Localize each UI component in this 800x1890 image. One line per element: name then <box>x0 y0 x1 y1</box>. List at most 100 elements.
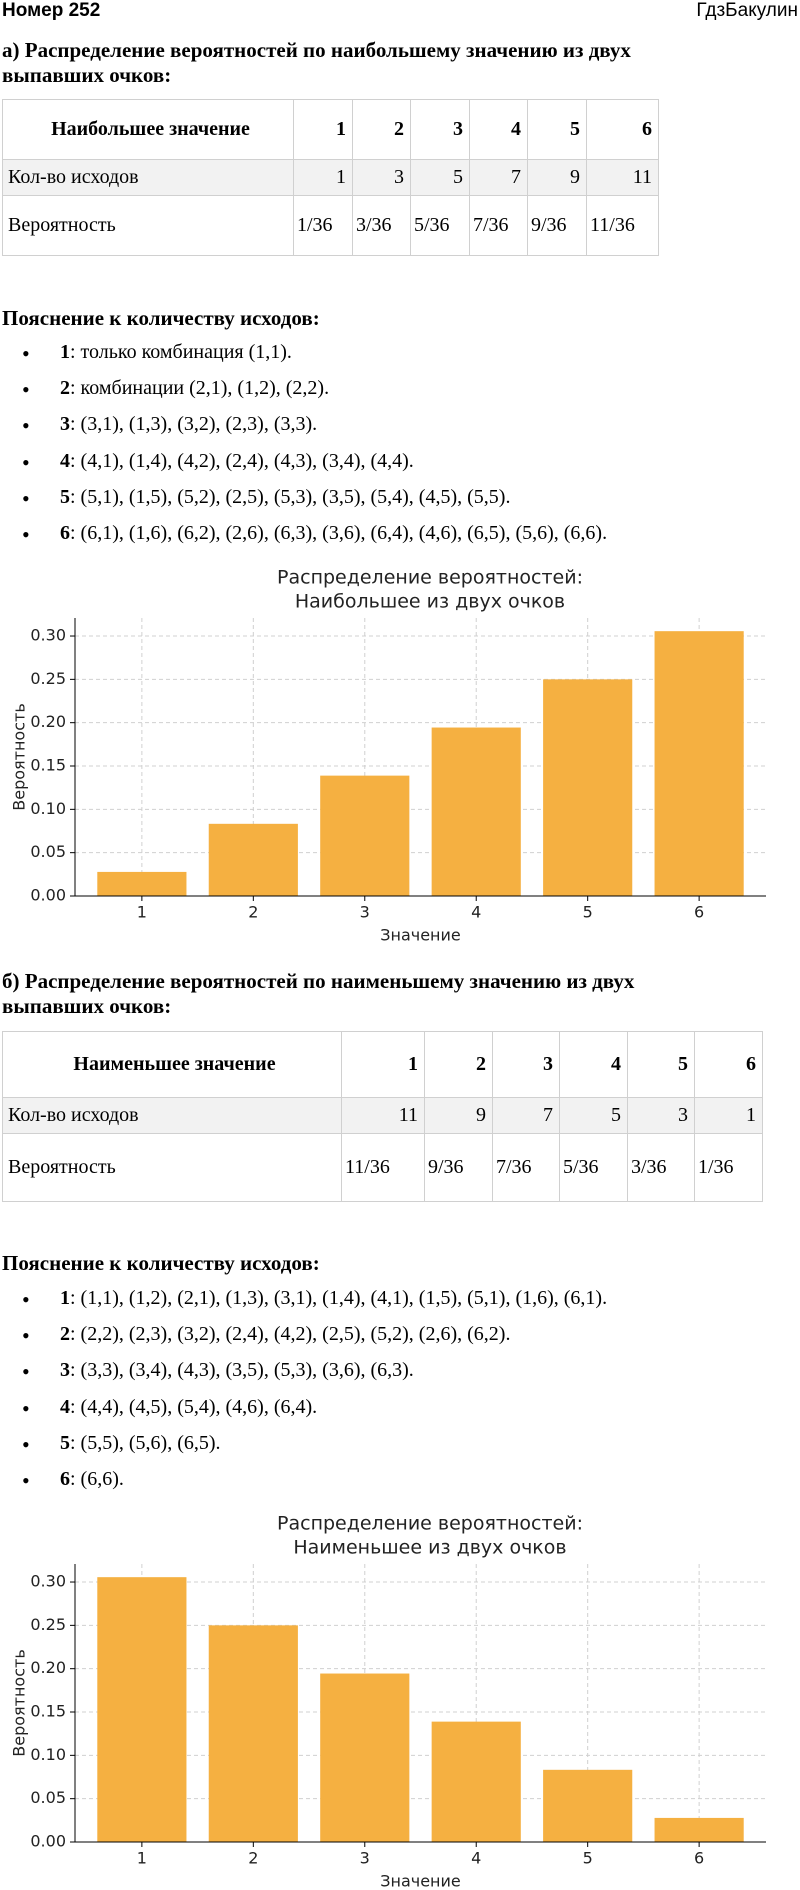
list-item: 3: (3,1), (1,3), (3,2), (2,3), (3,3). <box>60 413 317 436</box>
cell-text: Вероятность <box>8 214 116 236</box>
item-text: : (6,1), (1,6), (6,2), (2,6), (6,3), (3,… <box>70 522 608 544</box>
x-tick-label: 1 <box>137 1849 147 1868</box>
item-text: : (5,1), (1,5), (5,2), (2,5), (5,3), (3,… <box>70 485 511 508</box>
bullet: • <box>22 449 30 475</box>
list-item: 4: (4,1), (1,4), (4,2), (2,4), (4,3), (3… <box>60 450 414 473</box>
cell-text: Наибольшее значение <box>51 118 250 140</box>
cell-text: Вероятность <box>8 1156 116 1178</box>
cell-text: 5 <box>678 1053 688 1075</box>
table-cell: 3/36 <box>352 195 411 256</box>
cell-text: 5 <box>611 1104 621 1126</box>
bar <box>208 823 298 896</box>
table-cell: 3 <box>492 1031 560 1098</box>
y-tick-label: 0.10 <box>30 799 66 818</box>
bar <box>654 1817 744 1842</box>
item-key: 1 <box>60 1287 70 1309</box>
list-item: 2: (2,2), (2,3), (3,2), (2,4), (4,2), (2… <box>60 1323 510 1346</box>
list-item: 1: только комбинация (1,1). <box>60 341 292 364</box>
item-text: : (3,1), (1,3), (3,2), (2,3), (3,3). <box>70 413 318 436</box>
list-item: 2: комбинации (2,1), (1,2), (2,2). <box>60 377 329 400</box>
bullet: • <box>22 1431 30 1457</box>
list-item: 3: (3,3), (3,4), (4,3), (3,5), (5,3), (3… <box>60 1359 414 1382</box>
table-cell: 9/36 <box>527 195 587 256</box>
bullet: • <box>22 485 30 511</box>
item-key: 6 <box>60 522 70 544</box>
y-tick-label: 0.10 <box>30 1745 66 1764</box>
bullet: • <box>22 377 30 403</box>
table-cell: 4 <box>469 99 528 160</box>
section-heading: б) Распределение вероятностей по наимень… <box>2 969 635 993</box>
x-tick-label: 5 <box>583 1849 593 1868</box>
x-tick-label: 6 <box>694 903 704 922</box>
table-cell: 2 <box>424 1031 493 1098</box>
item-key: 3 <box>60 413 70 436</box>
page-title: Номер 252 <box>2 0 101 21</box>
x-tick-label: 1 <box>137 903 147 922</box>
list-item: 6: (6,6). <box>60 1468 124 1491</box>
y-tick-label: 0.15 <box>30 756 66 775</box>
table-cell: 7 <box>492 1097 560 1134</box>
cell-text: 1 <box>336 118 346 140</box>
bar <box>431 1721 521 1842</box>
chart-title: Распределение вероятностей: <box>277 567 583 589</box>
explanation-title: Пояснение к количеству исходов: <box>2 306 320 330</box>
item-key: 3 <box>60 1359 70 1382</box>
cell-text: 7/36 <box>473 214 509 236</box>
table-cell: 7/36 <box>469 195 528 256</box>
table-cell: Наименьшее значение <box>2 1031 342 1098</box>
cell-text: 7 <box>543 1104 553 1126</box>
chart-title: Наименьшее из двух очков <box>293 1537 566 1559</box>
cell-text: Кол-во исходов <box>8 1104 139 1126</box>
x-tick-label: 2 <box>248 1849 258 1868</box>
bar <box>431 727 521 896</box>
item-key: 2 <box>60 1323 70 1346</box>
item-key: 4 <box>60 1395 70 1418</box>
list-item: 4: (4,4), (4,5), (5,4), (4,6), (6,4). <box>60 1396 317 1419</box>
table-cell: 6 <box>586 99 659 160</box>
y-axis-label: Вероятность <box>10 1649 29 1757</box>
table-cell: 9 <box>424 1097 493 1134</box>
y-axis-label: Вероятность <box>10 703 29 811</box>
bar <box>543 1769 633 1842</box>
cell-text: 5/36 <box>563 1156 599 1178</box>
cell-text: 3 <box>678 1104 688 1126</box>
cell-text: 3/36 <box>631 1156 667 1178</box>
item-key: 4 <box>60 449 70 472</box>
table-cell: 1/36 <box>293 195 353 256</box>
list-item: 5: (5,1), (1,5), (5,2), (2,5), (5,3), (3… <box>60 486 510 509</box>
item-text: : только комбинация (1,1). <box>70 341 292 363</box>
table-cell: Вероятность <box>2 1133 342 1202</box>
cell-text: 1/36 <box>698 1156 734 1178</box>
x-axis-label: Значение <box>380 926 461 945</box>
table-cell: 11/36 <box>341 1133 425 1202</box>
bar <box>543 679 633 896</box>
cell-text: 7 <box>511 166 521 188</box>
item-key: 5 <box>60 1431 70 1454</box>
cell-text: 11/36 <box>590 214 635 236</box>
item-key: 5 <box>60 485 70 508</box>
table-cell: 5/36 <box>559 1133 628 1202</box>
cell-text: 11 <box>398 1104 418 1126</box>
item-key: 2 <box>60 377 70 400</box>
y-tick-label: 0.00 <box>30 886 66 905</box>
cell-text: 1 <box>336 166 346 188</box>
cell-text: 5 <box>453 166 463 188</box>
table-cell: 5 <box>410 159 470 196</box>
table-cell: 9/36 <box>424 1133 493 1202</box>
bullet: • <box>22 1468 30 1493</box>
table-cell: 6 <box>694 1031 763 1098</box>
bar <box>208 1625 298 1842</box>
table-cell: 7 <box>469 159 528 196</box>
y-tick-label: 0.05 <box>30 1788 66 1807</box>
section-heading: выпавших очков: <box>2 63 172 87</box>
explanation-title: Пояснение к количеству исходов: <box>2 1251 320 1275</box>
item-text: : (1,1), (1,2), (2,1), (1,3), (3,1), (1,… <box>70 1287 608 1309</box>
y-tick-label: 0.30 <box>30 1572 66 1591</box>
table-cell: 11 <box>341 1097 425 1134</box>
section-heading: выпавших очков: <box>2 994 172 1018</box>
item-text: : (6,6). <box>70 1468 124 1490</box>
section-heading: а) Распределение вероятностей по наиболь… <box>2 38 631 62</box>
table-cell: 1 <box>341 1031 425 1098</box>
table-cell: 1/36 <box>694 1133 763 1202</box>
table-cell: 3 <box>352 159 411 196</box>
